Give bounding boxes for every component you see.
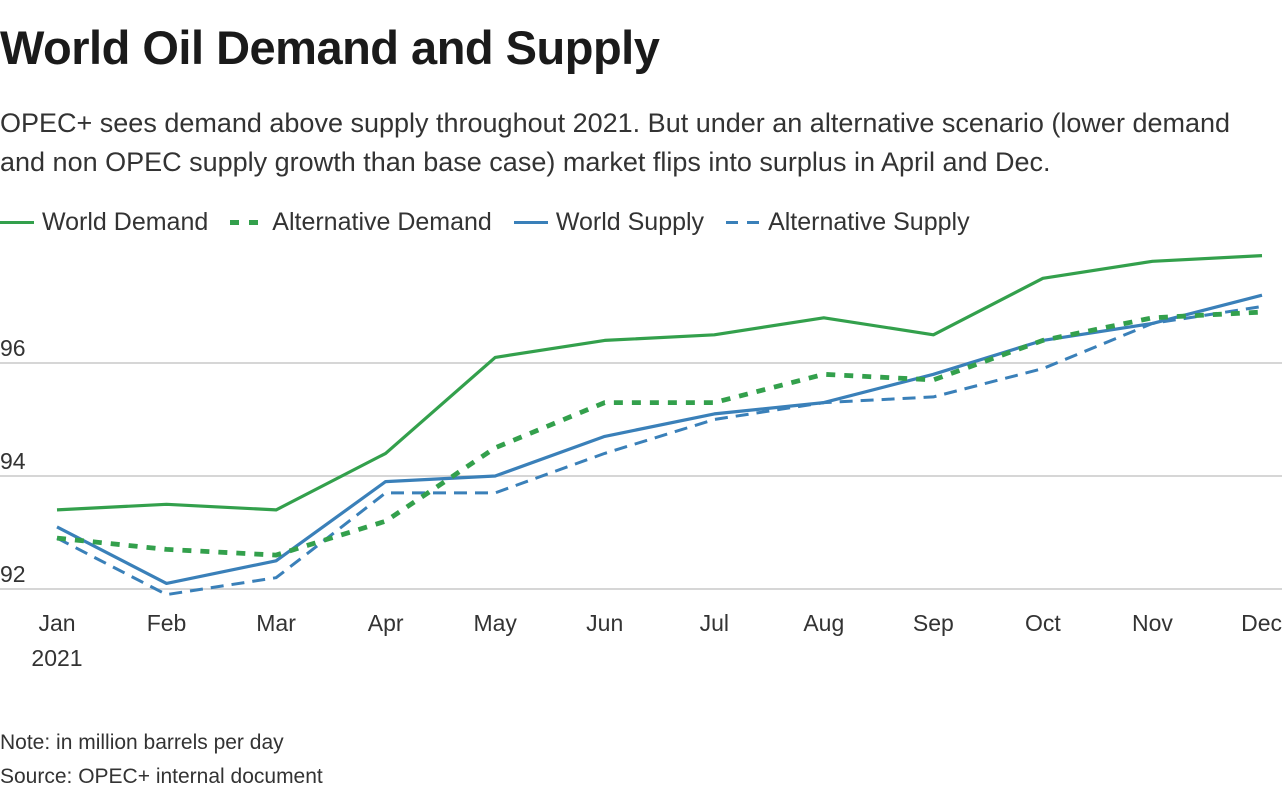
y-tick-label-94: 94 (0, 448, 26, 474)
x-tick-label-oct: Oct (1025, 610, 1061, 636)
series-line-alternative-demand (56, 309, 1263, 558)
x-tick-label-aug: Aug (803, 610, 844, 636)
legend-item-alternative-supply: Alternative Supply (726, 208, 970, 237)
legend-label-alternative-supply: Alternative Supply (768, 207, 970, 236)
x-tick-label-jun: Jun (586, 610, 623, 636)
series-line-alternative-supply (56, 305, 1263, 597)
x-year-label: 2021 (31, 645, 82, 671)
x-tick-label-nov: Nov (1132, 610, 1173, 636)
chart-legend: World Demand Alternative Demand World Su… (0, 206, 992, 238)
chart-notes: Note: in million barrels per day Source:… (0, 726, 323, 794)
chart-subtitle: OPEC+ sees demand above supply throughou… (0, 108, 1231, 177)
x-tick-label-jan: Jan (38, 610, 75, 636)
note-text: Note: in million barrels per day (0, 731, 284, 754)
y-tick-label-96: 96 (0, 335, 26, 361)
x-tick-label-may: May (473, 610, 517, 636)
x-tick-label-feb: Feb (147, 610, 187, 636)
legend-item-world-demand: World Demand (0, 208, 208, 237)
y-tick-label-92: 92 (0, 561, 26, 587)
legend-swatch-alternative-supply (726, 220, 761, 224)
x-tick-label-mar: Mar (256, 610, 296, 636)
legend-label-world-demand: World Demand (42, 207, 209, 236)
x-tick-label-jul: Jul (700, 610, 729, 636)
x-tick-label-apr: Apr (368, 610, 404, 636)
legend-item-world-supply: World Supply (513, 207, 705, 237)
legend-item-alternative-demand: Alternative Demand (230, 208, 492, 237)
x-tick-label-dec: Dec (1241, 610, 1282, 636)
series-line-world-demand (56, 254, 1263, 512)
legend-label-world-supply: World Supply (555, 207, 705, 236)
line-chart: 92 94 96 Jan Feb Mar Apr May Jun Jul Aug Sep Oct Nov D… (0, 254, 1282, 671)
chart-title: World Oil Demand and Supply (0, 21, 660, 74)
legend-label-alternative-demand: Alternative Demand (272, 207, 492, 236)
legend-swatch-world-supply (513, 220, 548, 224)
legend-swatch-alternative-demand (230, 219, 265, 225)
legend-swatch-world-demand (0, 220, 34, 224)
x-tick-label-sep: Sep (913, 610, 954, 636)
source-text: Source: OPEC+ internal document (0, 765, 323, 788)
